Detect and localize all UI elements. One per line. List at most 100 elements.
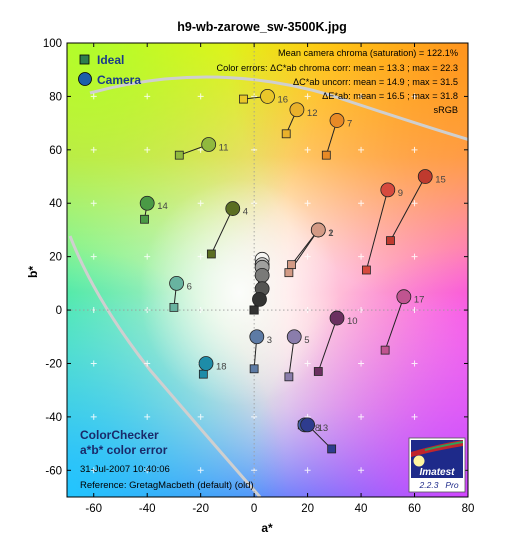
grid-cross	[197, 253, 204, 260]
camera-marker-13	[300, 417, 316, 433]
x-tick-label: -20	[192, 503, 209, 515]
grid-cross	[358, 360, 365, 367]
patch-label-10: 10	[347, 316, 358, 327]
y-tick-label: 100	[43, 38, 62, 50]
camera-marker-6	[169, 275, 185, 291]
grid-cross	[144, 253, 151, 260]
camera-marker-17	[396, 289, 412, 305]
x-tick-label: 0	[251, 503, 257, 515]
ideal-marker-13	[327, 444, 337, 454]
patch-label-8: 8	[315, 423, 320, 434]
y-tick-label: -40	[45, 412, 62, 424]
camera-marker-11	[201, 137, 217, 152]
grid-cross	[304, 146, 311, 153]
patch-label-17: 17	[414, 295, 425, 306]
error-line-4	[210, 208, 234, 255]
patch-label-7: 7	[347, 118, 352, 129]
chart-title: h9-wb-zarowe_sw-3500K.jpg	[177, 20, 347, 34]
camera-marker-7	[329, 113, 345, 128]
error-line-17	[384, 296, 405, 351]
y-tick-label: 80	[49, 91, 62, 103]
grid-cross	[90, 253, 97, 260]
grid-cross	[144, 467, 151, 474]
y-tick-label: -20	[45, 358, 62, 370]
grid-cross	[411, 307, 418, 314]
grid-cross	[411, 146, 418, 153]
y-tick-label: 0	[56, 305, 62, 317]
stats-line-3: ΔC*ab uncorr: mean = 14.9 ; max = 31.5	[293, 77, 458, 87]
patch-label-6: 6	[187, 281, 192, 292]
stats-text: Mean camera chroma (saturation) = 122.1%…	[216, 48, 458, 115]
camera-marker-3	[249, 329, 265, 345]
x-tick-label: -60	[85, 503, 102, 515]
patch-label-18: 18	[216, 361, 227, 372]
grid-cross	[251, 413, 258, 420]
camera-marker-9	[380, 182, 396, 198]
ideal-marker-24	[249, 305, 259, 315]
grid-cross	[304, 467, 311, 474]
grid-cross	[304, 200, 311, 207]
grid-cross	[358, 146, 365, 153]
grid-cross	[144, 360, 151, 367]
grid-cross	[90, 146, 97, 153]
imatest-logo: Imatest 2.2.3 Pro	[408, 437, 466, 493]
stats-line-4: ΔE*ab: mean = 16.5 ; max = 31.8	[322, 91, 458, 101]
patch-label-13: 13	[318, 423, 329, 434]
grid-cross	[304, 93, 311, 100]
legend-camera-label: Camera	[97, 73, 141, 87]
patch-label-9: 9	[398, 188, 403, 199]
grid-cross	[358, 200, 365, 207]
patch-label-11: 11	[219, 142, 229, 153]
logo-name: Imatest	[419, 467, 455, 478]
caption-title: ColorChecker	[80, 428, 159, 442]
x-axis-label: a*	[261, 521, 273, 535]
axis-ticks: -60 -40 -20 0 20 40 60 80 -60 -40 -20 0 20 40 60 80 100	[43, 38, 475, 515]
grid-cross	[304, 253, 311, 260]
ideal-marker-17	[380, 345, 390, 355]
grid-cross	[304, 360, 311, 367]
ideal-marker-1	[287, 260, 296, 270]
zero-axes	[67, 43, 468, 497]
ideal-marker-5	[284, 372, 294, 382]
caption-reference: Reference: GretagMacbeth (default) (old)	[80, 480, 254, 491]
ideal-marker-6	[169, 302, 179, 312]
grid-cross	[411, 360, 418, 367]
grid-cross	[144, 93, 151, 100]
legend: Ideal Camera	[78, 53, 141, 87]
error-line-10	[317, 317, 338, 372]
logo-edition: Pro	[445, 480, 459, 490]
stats-line-2: Color errors: ΔC*ab chroma corr: mean = …	[216, 63, 458, 73]
ideal-marker-7	[321, 150, 331, 160]
camera-marker-24	[252, 291, 267, 307]
y-tick-label: 20	[49, 252, 62, 264]
patch-label-4: 4	[243, 207, 248, 218]
grid-cross	[411, 253, 418, 260]
stats-line-5: sRGB	[433, 105, 458, 115]
patch-label-12: 12	[307, 108, 318, 119]
grid-cross	[358, 413, 365, 420]
grid-cross	[197, 413, 204, 420]
patch-label-2: 2	[328, 228, 333, 239]
caption-date: 31-Jul-2007 10:40:06	[80, 464, 170, 475]
patch-label-3: 3	[267, 335, 272, 346]
x-tick-label: 60	[408, 503, 421, 515]
error-line-15	[390, 176, 426, 241]
grid-cross	[90, 200, 97, 207]
grid-cross	[197, 467, 204, 474]
legend-ideal-swatch	[79, 54, 90, 65]
grid-cross	[358, 253, 365, 260]
x-tick-label: -40	[139, 503, 156, 515]
grid-cross	[411, 93, 418, 100]
grid-cross	[411, 200, 418, 207]
patch-label-16: 16	[278, 94, 289, 105]
ideal-marker-16	[239, 94, 248, 104]
ideal-marker-2	[284, 268, 294, 278]
camera-marker-15	[417, 169, 433, 184]
x-tick-label: 80	[462, 503, 475, 515]
x-tick-label: 20	[301, 503, 314, 515]
ideal-marker-9	[362, 265, 371, 275]
gamut-boundary-upper	[89, 75, 468, 141]
y-tick-label: 40	[49, 198, 62, 210]
legend-camera-swatch	[78, 72, 92, 86]
